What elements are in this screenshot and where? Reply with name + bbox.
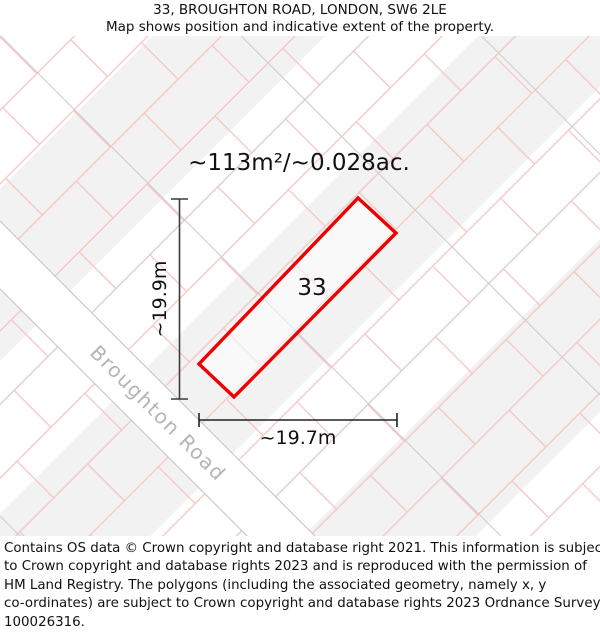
footer-line: 100026316. [4, 614, 85, 630]
area-label: ~113m²/~0.028ac. [188, 150, 410, 176]
footer-line: co-ordinates) are subject to Crown copyr… [4, 596, 600, 612]
property-outline [196, 195, 399, 400]
header: 33, BROUGHTON ROAD, LONDON, SW6 2LE Map … [0, 0, 600, 36]
vertical-dimension-label: ~19.9m [149, 261, 171, 338]
page-subtitle: Map shows position and indicative extent… [105, 19, 495, 35]
footer-line: Contains OS data © Crown copyright and d… [4, 541, 600, 556]
plot-number-label: 33 [297, 275, 326, 301]
horizontal-dimension-line [198, 413, 398, 427]
footer-line: HM Land Registry. The polygons (includin… [4, 577, 547, 593]
footer-line: to Crown copyright and database rights 2… [4, 559, 587, 575]
horizontal-dimension-label: ~19.7m [260, 427, 337, 449]
copyright-footer: Contains OS data © Crown copyright and d… [0, 537, 600, 632]
page-title: 33, BROUGHTON ROAD, LONDON, SW6 2LE [153, 2, 447, 18]
vertical-dimension-line [171, 198, 188, 400]
